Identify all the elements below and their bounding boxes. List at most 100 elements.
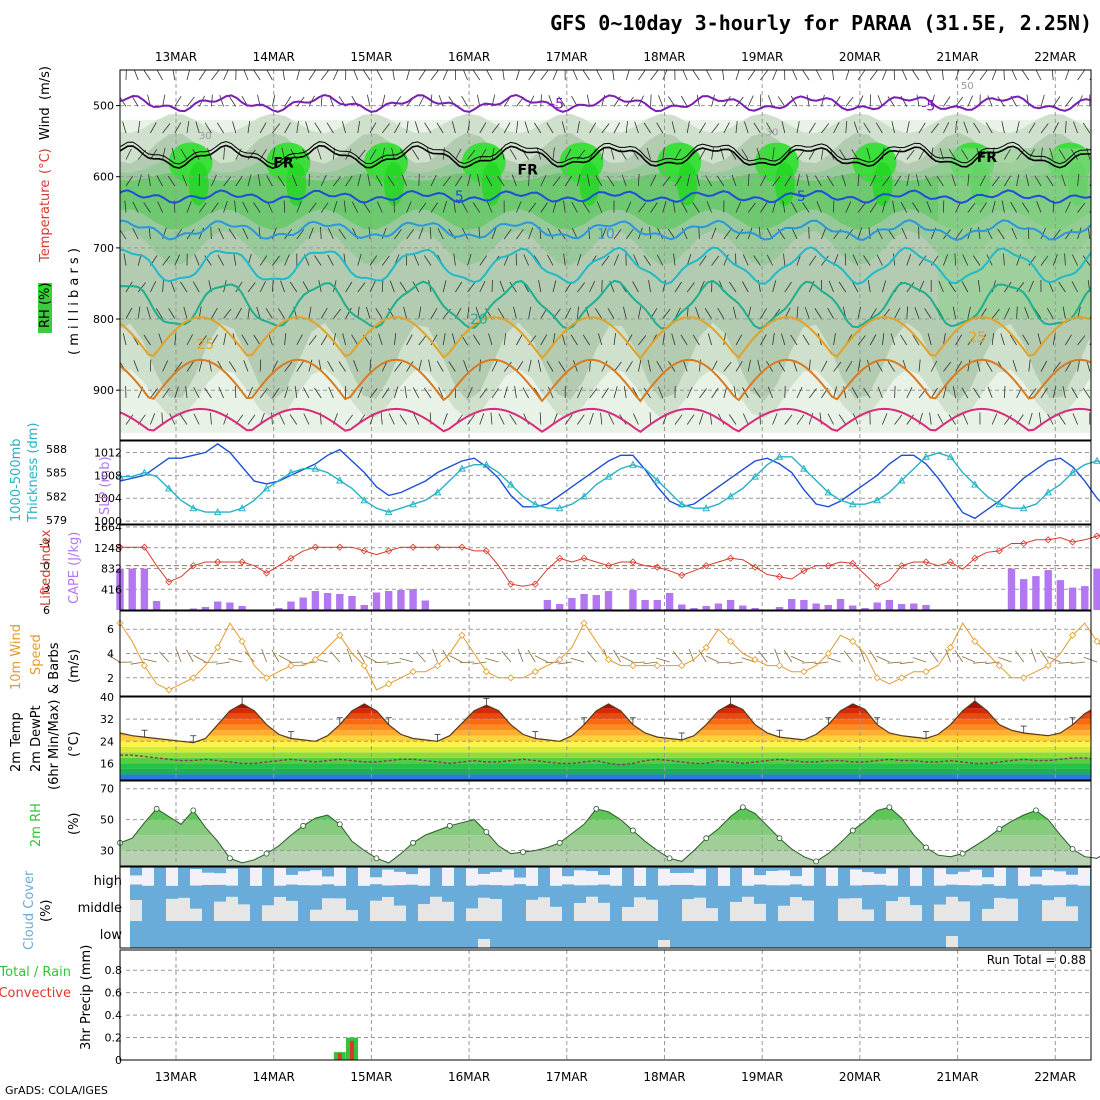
wind-barb (289, 281, 298, 293)
rh-marker (996, 826, 1003, 832)
wind-barb (284, 386, 289, 399)
wind-barb (857, 70, 866, 81)
wind-barb (272, 387, 280, 399)
rh-band (120, 850, 1091, 866)
wind-barb (613, 229, 622, 240)
rh-core (188, 161, 209, 206)
cape-bar (214, 601, 222, 610)
wind-barb (174, 361, 183, 372)
mid-cloud-cell (622, 906, 634, 921)
thickness-marker (824, 488, 833, 496)
wind-barb (867, 280, 871, 293)
wind-barb (705, 70, 712, 81)
chart-title: GFS 0~10day 3-hourly for PARAA (31.5E, 2… (550, 11, 1092, 35)
wind-barb (430, 70, 439, 81)
rh-marker (556, 839, 563, 846)
wind-barb (192, 281, 200, 293)
high-cloud-cell (766, 870, 778, 886)
wind-barb (357, 121, 361, 134)
wind10m-barb (330, 651, 341, 663)
wind10m-barb (961, 656, 976, 663)
wind-barb (943, 96, 951, 107)
mid-cloud-cell (586, 896, 598, 921)
wind-barb (930, 123, 939, 134)
wind-barb (699, 255, 707, 266)
freezing-level-line (120, 140, 1091, 165)
wind-barb (204, 387, 212, 399)
rh-marker (813, 858, 820, 865)
wind-barb (672, 200, 676, 213)
li-marker (971, 554, 979, 562)
wind-barb (552, 176, 561, 187)
wind-barb (540, 70, 549, 81)
rh-marker (630, 827, 636, 834)
wind-barb (756, 147, 761, 160)
wind-barb (924, 175, 932, 187)
wind-barb (699, 148, 706, 160)
wind-barb (827, 413, 834, 425)
wind-barb (772, 413, 778, 425)
wind-barb (833, 361, 842, 372)
wind-barb (839, 149, 847, 160)
temp-band (120, 763, 1091, 769)
wind-barb (211, 307, 218, 319)
wind-barb (967, 306, 971, 319)
pressure-tick-label: 600 (93, 171, 114, 184)
wind-barb (546, 360, 554, 372)
wind-barb (455, 148, 462, 160)
cape-bar (775, 607, 784, 610)
wind-barb (796, 174, 800, 187)
wind-barb (814, 175, 822, 187)
wind-barb (894, 307, 901, 319)
wind-barb (777, 96, 786, 107)
wind-barb (437, 228, 444, 240)
mid-cloud-cell (910, 905, 922, 921)
wind-barb (680, 334, 688, 346)
wind-barb (503, 333, 507, 346)
rh-marker (300, 822, 307, 829)
wind-barb (198, 227, 204, 240)
wind-barb (174, 254, 181, 266)
wind-barb (182, 174, 188, 187)
wind-barb (1065, 360, 1072, 372)
wind-barb (259, 255, 268, 266)
rh-band (120, 835, 1091, 851)
cape-bar (299, 597, 307, 610)
cape-tick-label: 1664 (94, 521, 122, 534)
slp-tick-label: 1000 (94, 515, 122, 528)
wind-barb (841, 174, 847, 187)
thickness-marker (751, 472, 759, 480)
wind-barb (511, 174, 517, 187)
cape-bar (1056, 580, 1065, 610)
wind-barb (333, 70, 339, 81)
thickness-marker (458, 464, 466, 472)
rh2m-label: 2m RH (29, 803, 44, 847)
wind-barb (882, 147, 885, 160)
high-cloud-cell (394, 871, 406, 886)
wind-barb (479, 281, 486, 293)
wind-barb (781, 333, 786, 346)
wind-barb (806, 94, 810, 107)
wind-barb (1021, 202, 1030, 213)
wind-barb (857, 95, 864, 107)
wind-barb (625, 121, 628, 134)
thickness-marker (311, 464, 320, 472)
wind-barb (308, 70, 317, 81)
wind-barb (522, 387, 529, 399)
wind-barb (735, 253, 737, 266)
wind-speed-marker (311, 656, 319, 664)
wind-barb (146, 306, 151, 319)
wind-barb (467, 149, 476, 160)
wind-barb (658, 95, 664, 107)
cape-bar (812, 603, 820, 610)
cape-bar (543, 600, 552, 610)
cape-tick-label: 416 (101, 583, 122, 596)
wind-barb (890, 333, 895, 346)
wind10m-barb (741, 657, 756, 663)
pressure-tick-label: 800 (93, 313, 114, 326)
high-cloud-cell (1042, 870, 1054, 886)
li-marker (898, 562, 906, 570)
wind-barb (204, 122, 212, 134)
wind10m-barb (460, 661, 475, 664)
wind-barb (821, 360, 828, 372)
